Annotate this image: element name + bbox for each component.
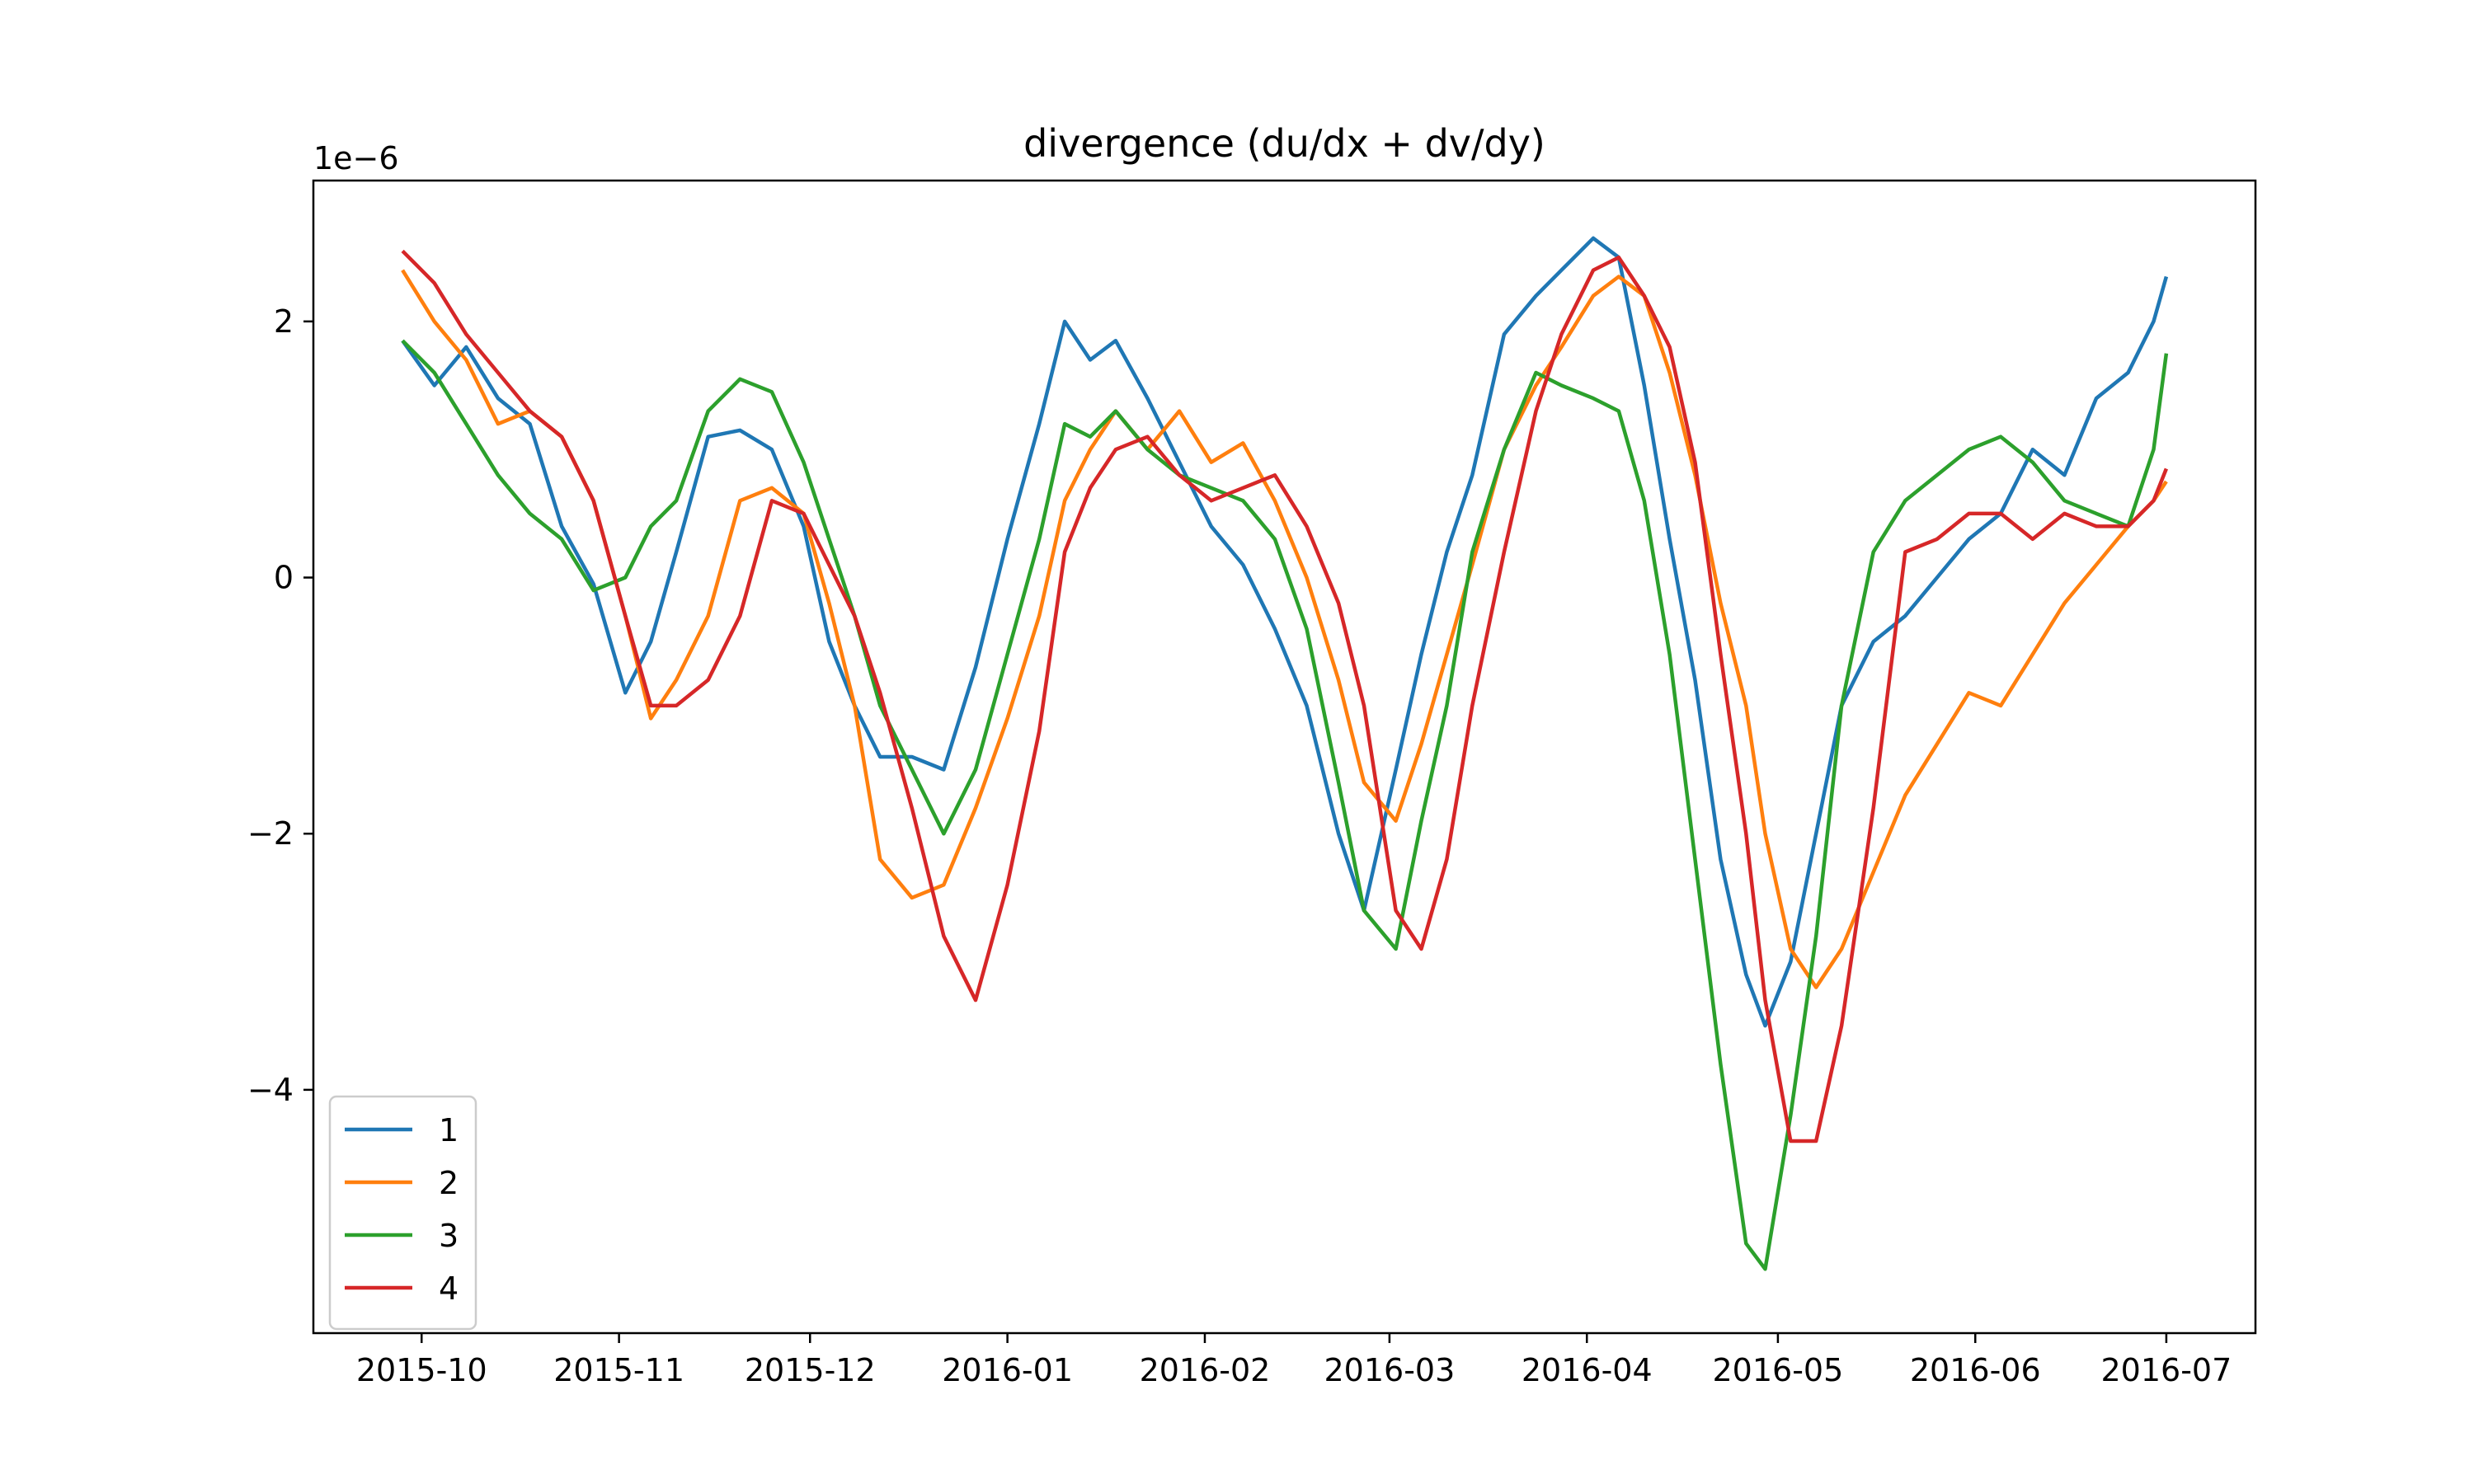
y-tick-label: −4 xyxy=(247,1072,294,1108)
plot-frame xyxy=(312,179,2257,1335)
y-axis-multiplier-label: 1e−6 xyxy=(313,140,399,176)
y-tick-label: 0 xyxy=(274,560,294,596)
legend-box xyxy=(328,1095,477,1331)
series-line-2 xyxy=(401,269,2168,989)
series-line-3 xyxy=(401,339,2169,1271)
x-tick-label: 2015-11 xyxy=(553,1352,684,1388)
x-tick-label: 2016-05 xyxy=(1713,1352,1844,1388)
x-tick-label: 2016-01 xyxy=(942,1352,1073,1388)
legend-label-1: 1 xyxy=(439,1112,459,1148)
x-tick-label: 2016-07 xyxy=(2101,1352,2232,1388)
x-tick-label: 2016-06 xyxy=(1910,1352,2041,1388)
legend-label-2: 2 xyxy=(439,1165,459,1201)
legend-label-3: 3 xyxy=(439,1218,459,1254)
x-tick-label: 2015-12 xyxy=(745,1352,876,1388)
y-tick-label: 2 xyxy=(274,303,294,340)
x-tick-label: 2016-03 xyxy=(1324,1352,1456,1388)
y-axis: −4 −2 0 2 xyxy=(247,303,313,1108)
series-line-1 xyxy=(401,236,2169,1028)
legend-label-4: 4 xyxy=(439,1270,459,1307)
x-tick-label: 2016-04 xyxy=(1522,1352,1653,1388)
series-line-4 xyxy=(401,249,2168,1144)
x-axis: 2015-10 2015-11 2015-12 2016-01 2016-02 2016-… xyxy=(356,1333,2232,1388)
y-tick-label: −2 xyxy=(247,815,294,852)
series-layer xyxy=(401,236,2169,1271)
x-tick-label: 2015-10 xyxy=(356,1352,487,1388)
chart-title: divergence (du/dx + dv/dy) xyxy=(1023,121,1545,166)
x-tick-label: 2016-02 xyxy=(1140,1352,1271,1388)
legend: 1 2 3 4 xyxy=(328,1095,477,1331)
